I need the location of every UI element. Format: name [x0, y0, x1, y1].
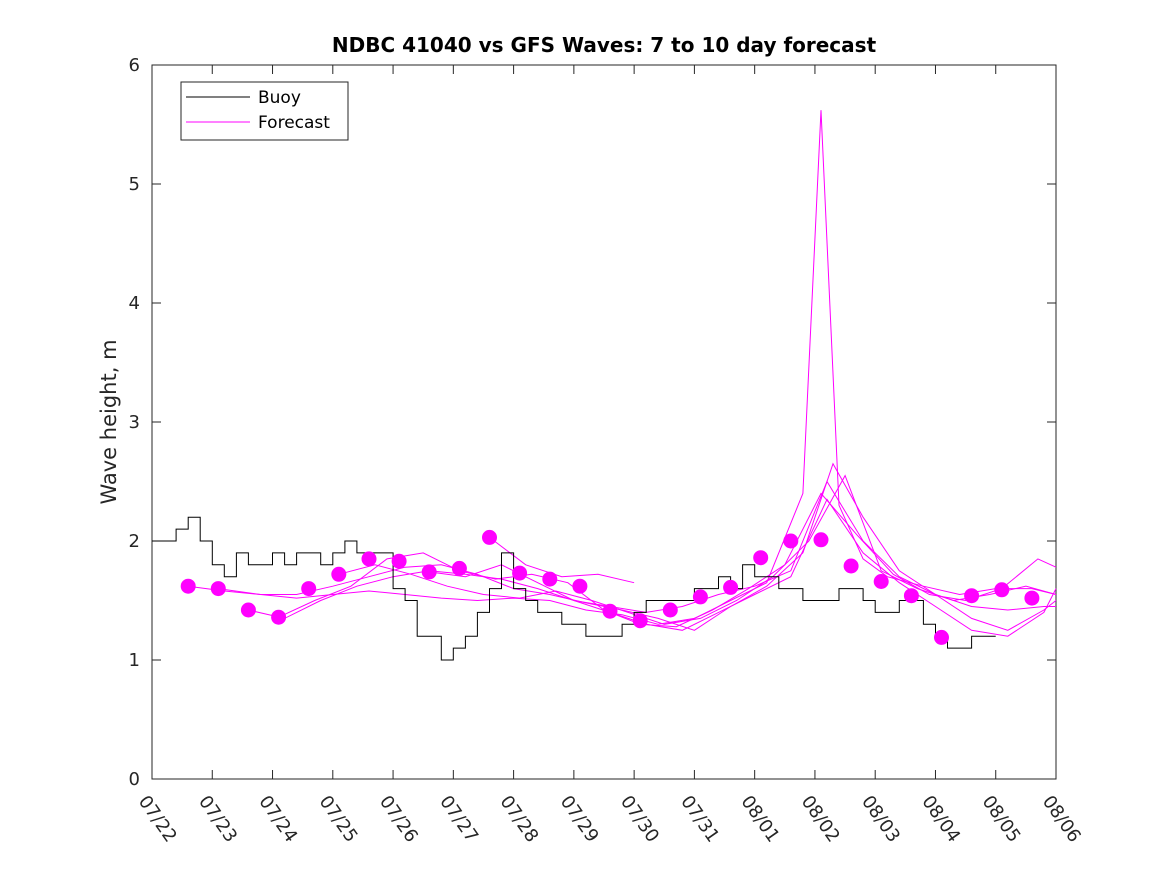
y-tick-label: 1	[129, 650, 140, 671]
forecast-point	[331, 566, 347, 582]
y-axis: 0 1 2 3 4 5 6	[129, 55, 1056, 790]
legend-forecast-label: Forecast	[258, 113, 330, 133]
forecast-point	[692, 589, 708, 605]
forecast-point	[813, 532, 829, 548]
forecast-point	[572, 578, 588, 594]
forecast-point	[301, 581, 317, 597]
y-tick-label: 5	[129, 174, 140, 195]
forecast-point	[873, 574, 889, 589]
forecast-point	[903, 588, 919, 604]
forecast-point	[240, 602, 256, 618]
forecast-trace-line	[248, 498, 1057, 637]
forecast-point	[271, 609, 287, 625]
y-tick-label: 2	[129, 531, 140, 552]
chart-title: NDBC 41040 vs GFS Waves: 7 to 10 day for…	[332, 33, 877, 57]
plot-area	[151, 64, 1057, 780]
forecast-point	[451, 560, 467, 576]
y-tick-label: 3	[129, 412, 140, 433]
forecast-point	[994, 582, 1010, 598]
forecast-trace-line	[429, 480, 1056, 613]
legend-box	[180, 81, 349, 141]
forecast-point	[723, 579, 739, 595]
forecast-point	[180, 578, 196, 594]
forecast-point	[662, 602, 678, 618]
y-tick-label: 0	[129, 769, 140, 790]
forecast-point	[482, 529, 497, 545]
legend: Buoy Forecast	[180, 81, 349, 141]
forecast-point	[361, 551, 377, 567]
forecast-point	[210, 581, 226, 597]
forecast-point	[964, 588, 980, 604]
forecast-point	[542, 571, 558, 587]
legend-buoy-label: Buoy	[258, 88, 301, 108]
forecast-point	[391, 553, 407, 569]
forecast-point	[602, 603, 618, 619]
forecast-point	[783, 533, 799, 549]
forecast-point	[421, 564, 437, 580]
forecast-point	[934, 629, 949, 645]
series-layer	[152, 110, 1057, 661]
forecast-point	[1024, 590, 1040, 606]
forecast-point	[632, 613, 648, 629]
forecast-point	[753, 550, 769, 566]
buoy-line	[152, 516, 996, 661]
forecast-point	[843, 558, 859, 574]
y-tick-label: 6	[129, 55, 140, 76]
y-axis-label: Wave height, m	[97, 339, 121, 504]
y-tick-label: 4	[129, 293, 140, 314]
forecast-point	[512, 565, 528, 581]
